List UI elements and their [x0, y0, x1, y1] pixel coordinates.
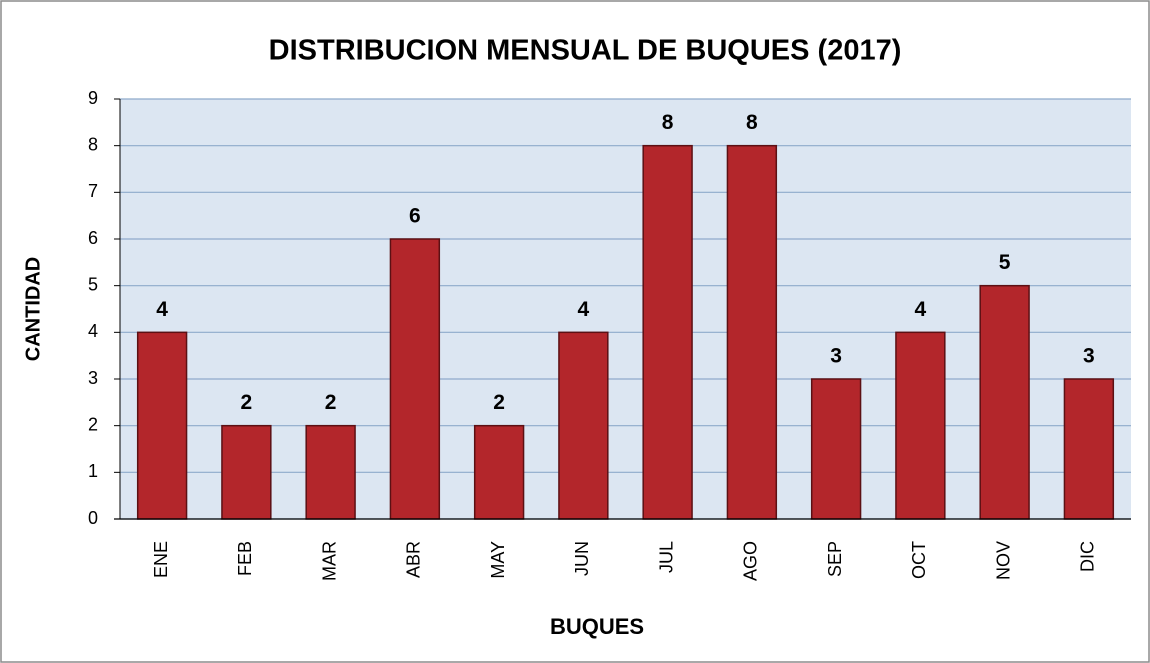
bar — [1063, 378, 1115, 520]
x-tick-label: MAY — [488, 541, 508, 579]
data-label: 3 — [1083, 345, 1095, 368]
x-tick-label: ABR — [404, 541, 424, 578]
data-label: 4 — [578, 298, 590, 321]
bar — [136, 331, 188, 520]
data-label: 2 — [493, 391, 505, 414]
x-tick-label: JUN — [572, 541, 592, 576]
data-label: 2 — [241, 391, 253, 414]
bar — [895, 331, 946, 520]
data-label: 3 — [830, 345, 842, 368]
plot-area — [120, 99, 1131, 519]
bar — [979, 284, 1030, 520]
data-label: 6 — [409, 205, 421, 228]
x-tick-label: AGO — [741, 541, 761, 581]
chart-title: DISTRIBUCION MENSUAL DE BUQUES (2017) — [269, 35, 902, 67]
y-tick-label: 9 — [88, 88, 98, 108]
y-tick-label: 3 — [88, 368, 98, 388]
y-axis-label: CANTIDAD — [22, 257, 44, 361]
x-tick-label: FEB — [235, 541, 255, 576]
x-tick-label: MAR — [319, 541, 339, 581]
data-label: 4 — [156, 298, 168, 321]
bar — [558, 331, 609, 520]
y-tick-label: 4 — [88, 321, 98, 341]
y-tick-label: 1 — [88, 461, 98, 481]
data-label: 2 — [325, 391, 337, 414]
y-tick-label: 0 — [88, 508, 98, 528]
x-tick-label: OCT — [909, 541, 929, 579]
y-tick-label: 6 — [88, 228, 98, 248]
x-axis-label: BUQUES — [550, 614, 644, 639]
y-tick-label: 5 — [88, 274, 98, 294]
x-tick-label: NOV — [993, 541, 1013, 580]
bar — [389, 238, 441, 520]
y-tick-label: 8 — [88, 134, 98, 154]
x-tick-label: SEP — [825, 541, 845, 577]
bar — [642, 144, 693, 520]
bar — [473, 424, 525, 520]
bar — [726, 144, 778, 520]
x-tick-label: DIC — [1078, 541, 1098, 572]
y-tick-label: 7 — [88, 181, 98, 201]
bar — [305, 424, 356, 520]
bar — [810, 378, 862, 520]
x-tick-label: ENE — [151, 541, 171, 578]
bar — [221, 424, 272, 520]
data-label: 5 — [999, 251, 1011, 274]
x-tick-label: JUL — [656, 541, 676, 573]
data-label: 4 — [915, 298, 927, 321]
data-label: 8 — [746, 111, 758, 134]
y-tick-label: 2 — [88, 414, 98, 434]
data-label: 8 — [662, 111, 674, 134]
